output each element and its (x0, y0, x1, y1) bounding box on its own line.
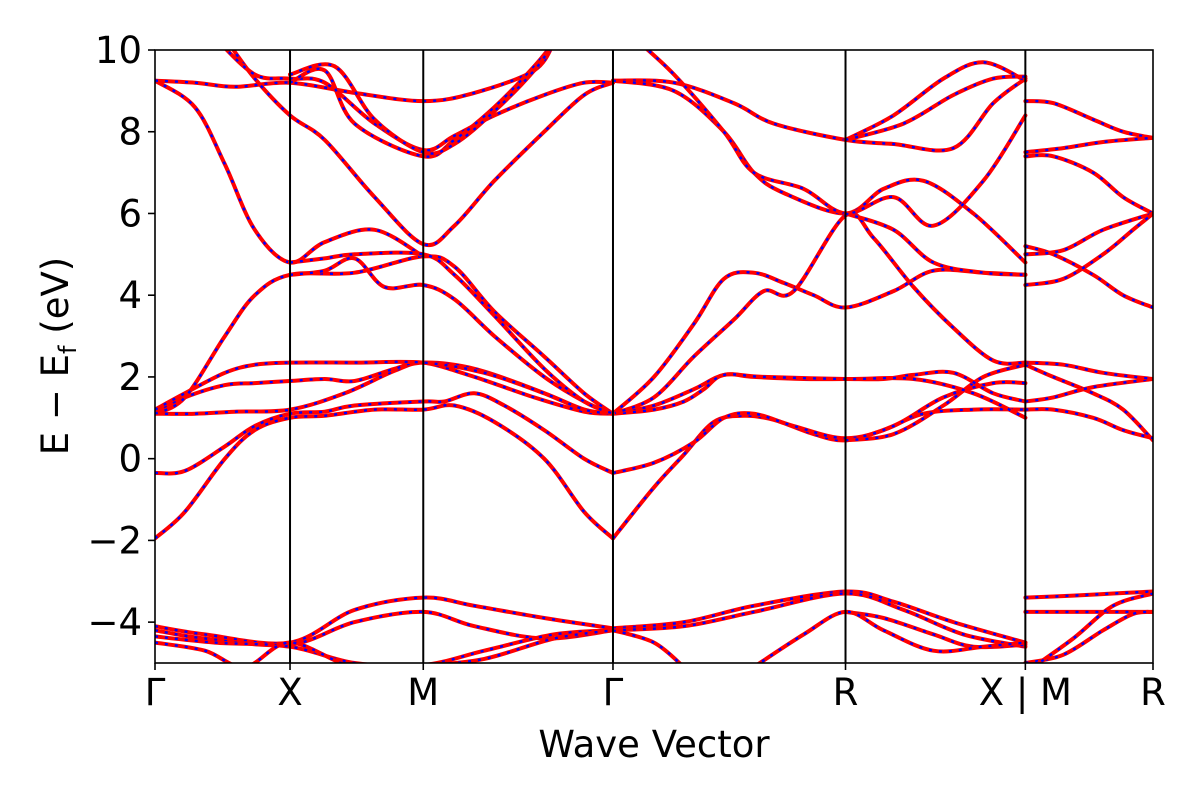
band-line-20-dashed (289, 251, 614, 415)
y-tick-label: 6 (118, 192, 142, 235)
band-line-22-dashed (232, 50, 614, 247)
x-tick-label-7: R (1140, 671, 1166, 714)
plot-frame (154, 49, 1154, 664)
band-line-31-dashed (845, 75, 1026, 142)
band-line-25-dashed (289, 50, 551, 155)
x-tick-label-1: Γ (145, 671, 166, 714)
y-tick-label: 10 (95, 29, 142, 72)
band-line-15-dashed (155, 254, 614, 415)
x-axis-label: Wave Vector (538, 723, 770, 766)
band-line-35-dashed (1025, 245, 1153, 309)
plot-background (155, 50, 1153, 663)
band-line-4 (611, 380, 1028, 475)
band-line-50-dashed (1036, 592, 1153, 663)
band-line-29 (843, 60, 1028, 142)
band-line-2-dashed (155, 392, 614, 475)
band-line-49 (1023, 609, 1153, 663)
band-line-44-dashed (845, 610, 1026, 649)
y-axis-label-main: E − E (34, 354, 77, 455)
band-line-1-dashed (155, 403, 614, 540)
band-line-14 (1023, 360, 1153, 381)
y-axis-label: E − Ef (eV) (34, 257, 82, 455)
x-tick-label-3: M (407, 671, 439, 714)
band-line-47-dashed (1025, 590, 1153, 599)
band-line-45-dashed (612, 629, 682, 663)
band-line-41 (155, 628, 615, 663)
band-line-12-dashed (1025, 377, 1153, 403)
x-tick-label-2: X (277, 671, 302, 714)
y-tick-label: −4 (87, 601, 142, 644)
band-line-5-dashed (845, 363, 1026, 442)
band-line-7-dashed (155, 361, 614, 415)
band-line-3-dashed (612, 408, 1026, 540)
band-lines (155, 50, 1153, 663)
band-line-36-dashed (1025, 212, 1153, 256)
band-line-43-dashed (612, 592, 1026, 648)
band-line-28-dashed (646, 50, 1027, 227)
y-tick-label: 8 (118, 111, 142, 154)
band-line-17-dashed (612, 268, 1026, 415)
band-line-16-dashed (289, 256, 614, 415)
band-line-33 (1023, 135, 1153, 155)
x-tick-label-6: X | M (979, 671, 1072, 714)
x-tick-label-4: Γ (603, 671, 624, 714)
band-line-9-dashed (612, 370, 1026, 415)
band-line-23-dashed (225, 50, 614, 152)
band-line-18 (611, 211, 1028, 416)
band-line-40-dashed (155, 629, 614, 663)
y-axis-label-unit: (eV) (34, 257, 77, 346)
band-line-38-dashed (155, 596, 614, 645)
y-tick-label: 0 (118, 438, 142, 481)
band-line-34-dashed (1025, 153, 1153, 215)
band-line-19-dashed (155, 79, 424, 264)
band-line-32-dashed (1025, 99, 1153, 140)
y-axis: −4 −2 0 2 4 6 8 10 (87, 29, 155, 644)
band-line-8 (155, 359, 615, 416)
band-line-37-dashed (1025, 212, 1153, 287)
y-tick-label: 4 (118, 274, 142, 317)
y-tick-label: 2 (118, 356, 142, 399)
band-line-46-dashed (757, 610, 1026, 663)
x-tick-label-5: R (833, 671, 859, 714)
band-line-10 (611, 372, 1028, 420)
band-line-30-dashed (845, 212, 1026, 276)
x-axis: Γ X M Γ R X | M R (145, 663, 1166, 714)
band-line-27 (611, 78, 1028, 265)
y-tick-label: −2 (87, 519, 142, 562)
band-line-11-dashed (1024, 363, 1153, 442)
band-line-13-dashed (1025, 407, 1153, 440)
kpoint-lines (289, 50, 1027, 663)
y-axis-label-sub: f (54, 345, 82, 354)
